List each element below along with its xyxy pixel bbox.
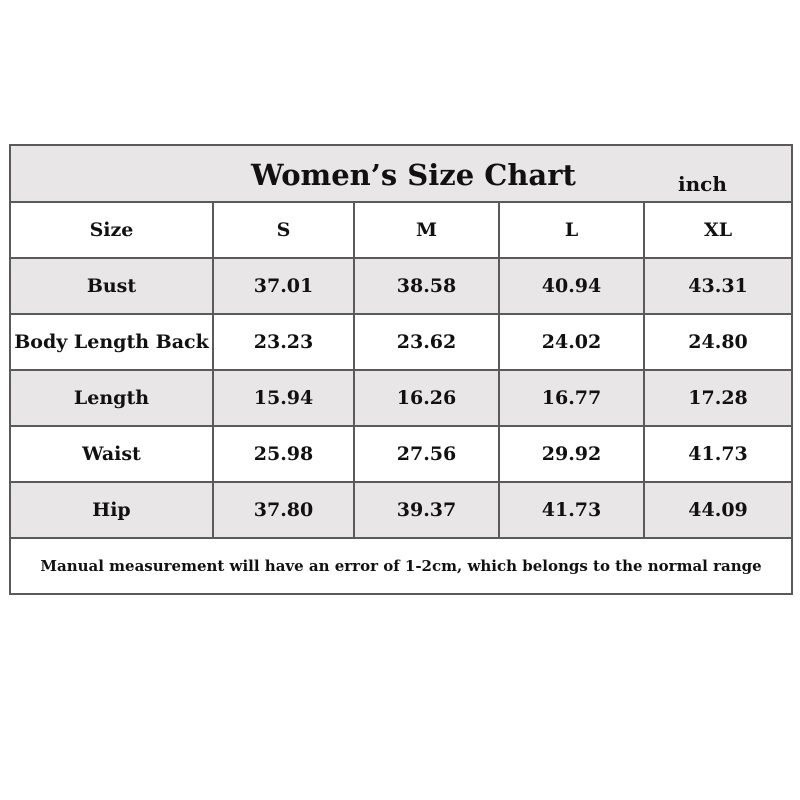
measurement-note: Manual measurement will have an error of… (8, 537, 794, 595)
chart-title: Women’s Size Chart (251, 158, 576, 192)
row-label: Waist (9, 425, 214, 483)
cell: 43.31 (642, 257, 794, 315)
cell: 15.94 (212, 369, 355, 427)
cell: 24.02 (498, 313, 645, 371)
table-row: Waist 25.98 27.56 29.92 41.73 (9, 425, 794, 483)
table-row: Body Length Back 23.23 23.62 24.02 24.80 (9, 313, 794, 371)
row-label: Body Length Back (9, 313, 214, 371)
header-row: Size S M L XL (9, 201, 794, 259)
cell: 16.26 (353, 369, 500, 427)
cell: 37.80 (212, 481, 355, 539)
cell: 25.98 (212, 425, 355, 483)
cell: 41.73 (642, 425, 794, 483)
cell: 41.73 (498, 481, 645, 539)
title-row: Women’s Size Chart inch (8, 144, 794, 203)
cell: 27.56 (353, 425, 500, 483)
cell: 23.62 (353, 313, 500, 371)
cell: 17.28 (642, 369, 794, 427)
row-label: Hip (9, 481, 214, 539)
cell: 29.92 (498, 425, 645, 483)
header-label: Size (9, 201, 214, 259)
cell: 38.58 (353, 257, 500, 315)
cell: 23.23 (212, 313, 355, 371)
cell: 44.09 (642, 481, 794, 539)
cell: 24.80 (642, 313, 794, 371)
row-label: Length (9, 369, 214, 427)
cell: 37.01 (212, 257, 355, 315)
size-chart-table: Women’s Size Chart inch Size S M L XL Bu… (8, 144, 794, 595)
table-row: Hip 37.80 39.37 41.73 44.09 (9, 481, 794, 539)
unit-label: inch (678, 172, 727, 196)
cell: 16.77 (498, 369, 645, 427)
size-xl: XL (642, 201, 794, 259)
table-row: Bust 37.01 38.58 40.94 43.31 (9, 257, 794, 315)
cell: 40.94 (498, 257, 645, 315)
row-label: Bust (9, 257, 214, 315)
size-l: L (498, 201, 645, 259)
table-row: Length 15.94 16.26 16.77 17.28 (9, 369, 794, 427)
size-s: S (212, 201, 355, 259)
size-m: M (353, 201, 500, 259)
cell: 39.37 (353, 481, 500, 539)
